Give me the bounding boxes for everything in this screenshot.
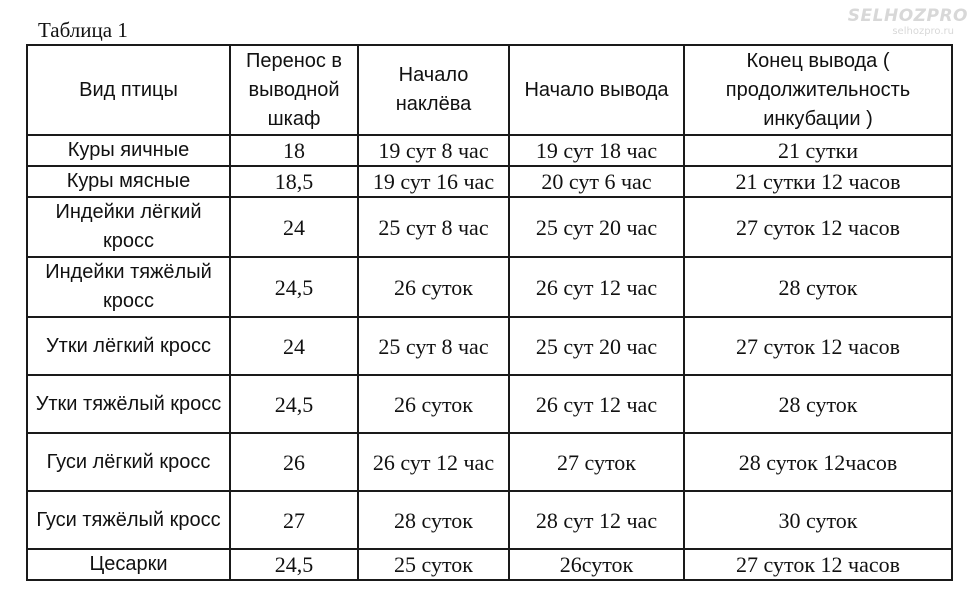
table-row: Утки лёгкий кросс 24 25 сут 8 час 25 сут… bbox=[26, 316, 953, 376]
cell-hatch-start: 25 сут 20 час bbox=[508, 316, 685, 376]
cell-transfer: 18,5 bbox=[229, 165, 359, 198]
cell-transfer: 18 bbox=[229, 134, 359, 167]
table-header-row: Вид птицы Перенос в выводной шкаф Начало… bbox=[26, 44, 953, 136]
table-row: Цесарки 24,5 25 суток 26суток 27 суток 1… bbox=[26, 548, 953, 581]
cell-bird-type: Утки тяжёлый кросс bbox=[26, 374, 231, 434]
table-caption: Таблица 1 bbox=[38, 18, 128, 42]
cell-pipping-start: 19 сут 8 час bbox=[357, 134, 510, 167]
cell-hatch-end: 21 сутки bbox=[683, 134, 953, 167]
cell-bird-type: Цесарки bbox=[26, 548, 231, 581]
cell-transfer: 24 bbox=[229, 316, 359, 376]
cell-pipping-start: 26 суток bbox=[357, 256, 510, 318]
cell-bird-type: Куры мясные bbox=[26, 165, 231, 198]
watermark-subtitle: selhozpro.ru bbox=[892, 26, 954, 37]
header-hatch-end: Конец вывода ( продолжительность инкубац… bbox=[683, 44, 953, 136]
cell-transfer: 24 bbox=[229, 196, 359, 258]
cell-bird-type: Индейки тяжёлый кросс bbox=[26, 256, 231, 318]
watermark-title: SELHOZPRO bbox=[847, 6, 968, 26]
header-bird-type: Вид птицы bbox=[26, 44, 231, 136]
table-row: Индейки лёгкий кросс 24 25 сут 8 час 25 … bbox=[26, 196, 953, 258]
cell-transfer: 24,5 bbox=[229, 256, 359, 318]
cell-bird-type: Куры яичные bbox=[26, 134, 231, 167]
cell-bird-type: Гуси лёгкий кросс bbox=[26, 432, 231, 492]
cell-transfer: 27 bbox=[229, 490, 359, 550]
table-row: Гуси лёгкий кросс 26 26 сут 12 час 27 су… bbox=[26, 432, 953, 492]
cell-hatch-end: 21 сутки 12 часов bbox=[683, 165, 953, 198]
header-hatch-start: Начало вывода bbox=[508, 44, 685, 136]
table-row: Утки тяжёлый кросс 24,5 26 суток 26 сут … bbox=[26, 374, 953, 434]
cell-hatch-start: 26суток bbox=[508, 548, 685, 581]
table-row: Гуси тяжёлый кросс 27 28 суток 28 сут 12… bbox=[26, 490, 953, 550]
cell-transfer: 24,5 bbox=[229, 374, 359, 434]
table-row: Куры яичные 18 19 сут 8 час 19 сут 18 ча… bbox=[26, 134, 953, 167]
cell-bird-type: Индейки лёгкий кросс bbox=[26, 196, 231, 258]
cell-hatch-start: 26 сут 12 час bbox=[508, 374, 685, 434]
cell-hatch-start: 27 суток bbox=[508, 432, 685, 492]
cell-hatch-end: 30 суток bbox=[683, 490, 953, 550]
cell-hatch-start: 26 сут 12 час bbox=[508, 256, 685, 318]
cell-hatch-end: 27 суток 12 часов bbox=[683, 316, 953, 376]
cell-hatch-end: 28 суток bbox=[683, 256, 953, 318]
cell-pipping-start: 25 суток bbox=[357, 548, 510, 581]
cell-pipping-start: 25 сут 8 час bbox=[357, 316, 510, 376]
cell-transfer: 26 bbox=[229, 432, 359, 492]
cell-hatch-end: 27 суток 12 часов bbox=[683, 196, 953, 258]
cell-bird-type: Утки лёгкий кросс bbox=[26, 316, 231, 376]
header-transfer: Перенос в выводной шкаф bbox=[229, 44, 359, 136]
header-pipping-start: Начало наклёва bbox=[357, 44, 510, 136]
cell-hatch-start: 28 сут 12 час bbox=[508, 490, 685, 550]
cell-pipping-start: 26 суток bbox=[357, 374, 510, 434]
incubation-table: Вид птицы Перенос в выводной шкаф Начало… bbox=[26, 44, 953, 581]
cell-pipping-start: 19 сут 16 час bbox=[357, 165, 510, 198]
cell-hatch-end: 28 суток bbox=[683, 374, 953, 434]
table-row: Индейки тяжёлый кросс 24,5 26 суток 26 с… bbox=[26, 256, 953, 318]
cell-hatch-start: 20 сут 6 час bbox=[508, 165, 685, 198]
cell-hatch-end: 27 суток 12 часов bbox=[683, 548, 953, 581]
cell-pipping-start: 26 сут 12 час bbox=[357, 432, 510, 492]
cell-hatch-start: 25 сут 20 час bbox=[508, 196, 685, 258]
cell-pipping-start: 25 сут 8 час bbox=[357, 196, 510, 258]
watermark-logo: SELHOZPRO selhozpro.ru bbox=[848, 6, 968, 37]
cell-pipping-start: 28 суток bbox=[357, 490, 510, 550]
cell-hatch-start: 19 сут 18 час bbox=[508, 134, 685, 167]
table-row: Куры мясные 18,5 19 сут 16 час 20 сут 6 … bbox=[26, 165, 953, 198]
cell-hatch-end: 28 суток 12часов bbox=[683, 432, 953, 492]
cell-transfer: 24,5 bbox=[229, 548, 359, 581]
cell-bird-type: Гуси тяжёлый кросс bbox=[26, 490, 231, 550]
